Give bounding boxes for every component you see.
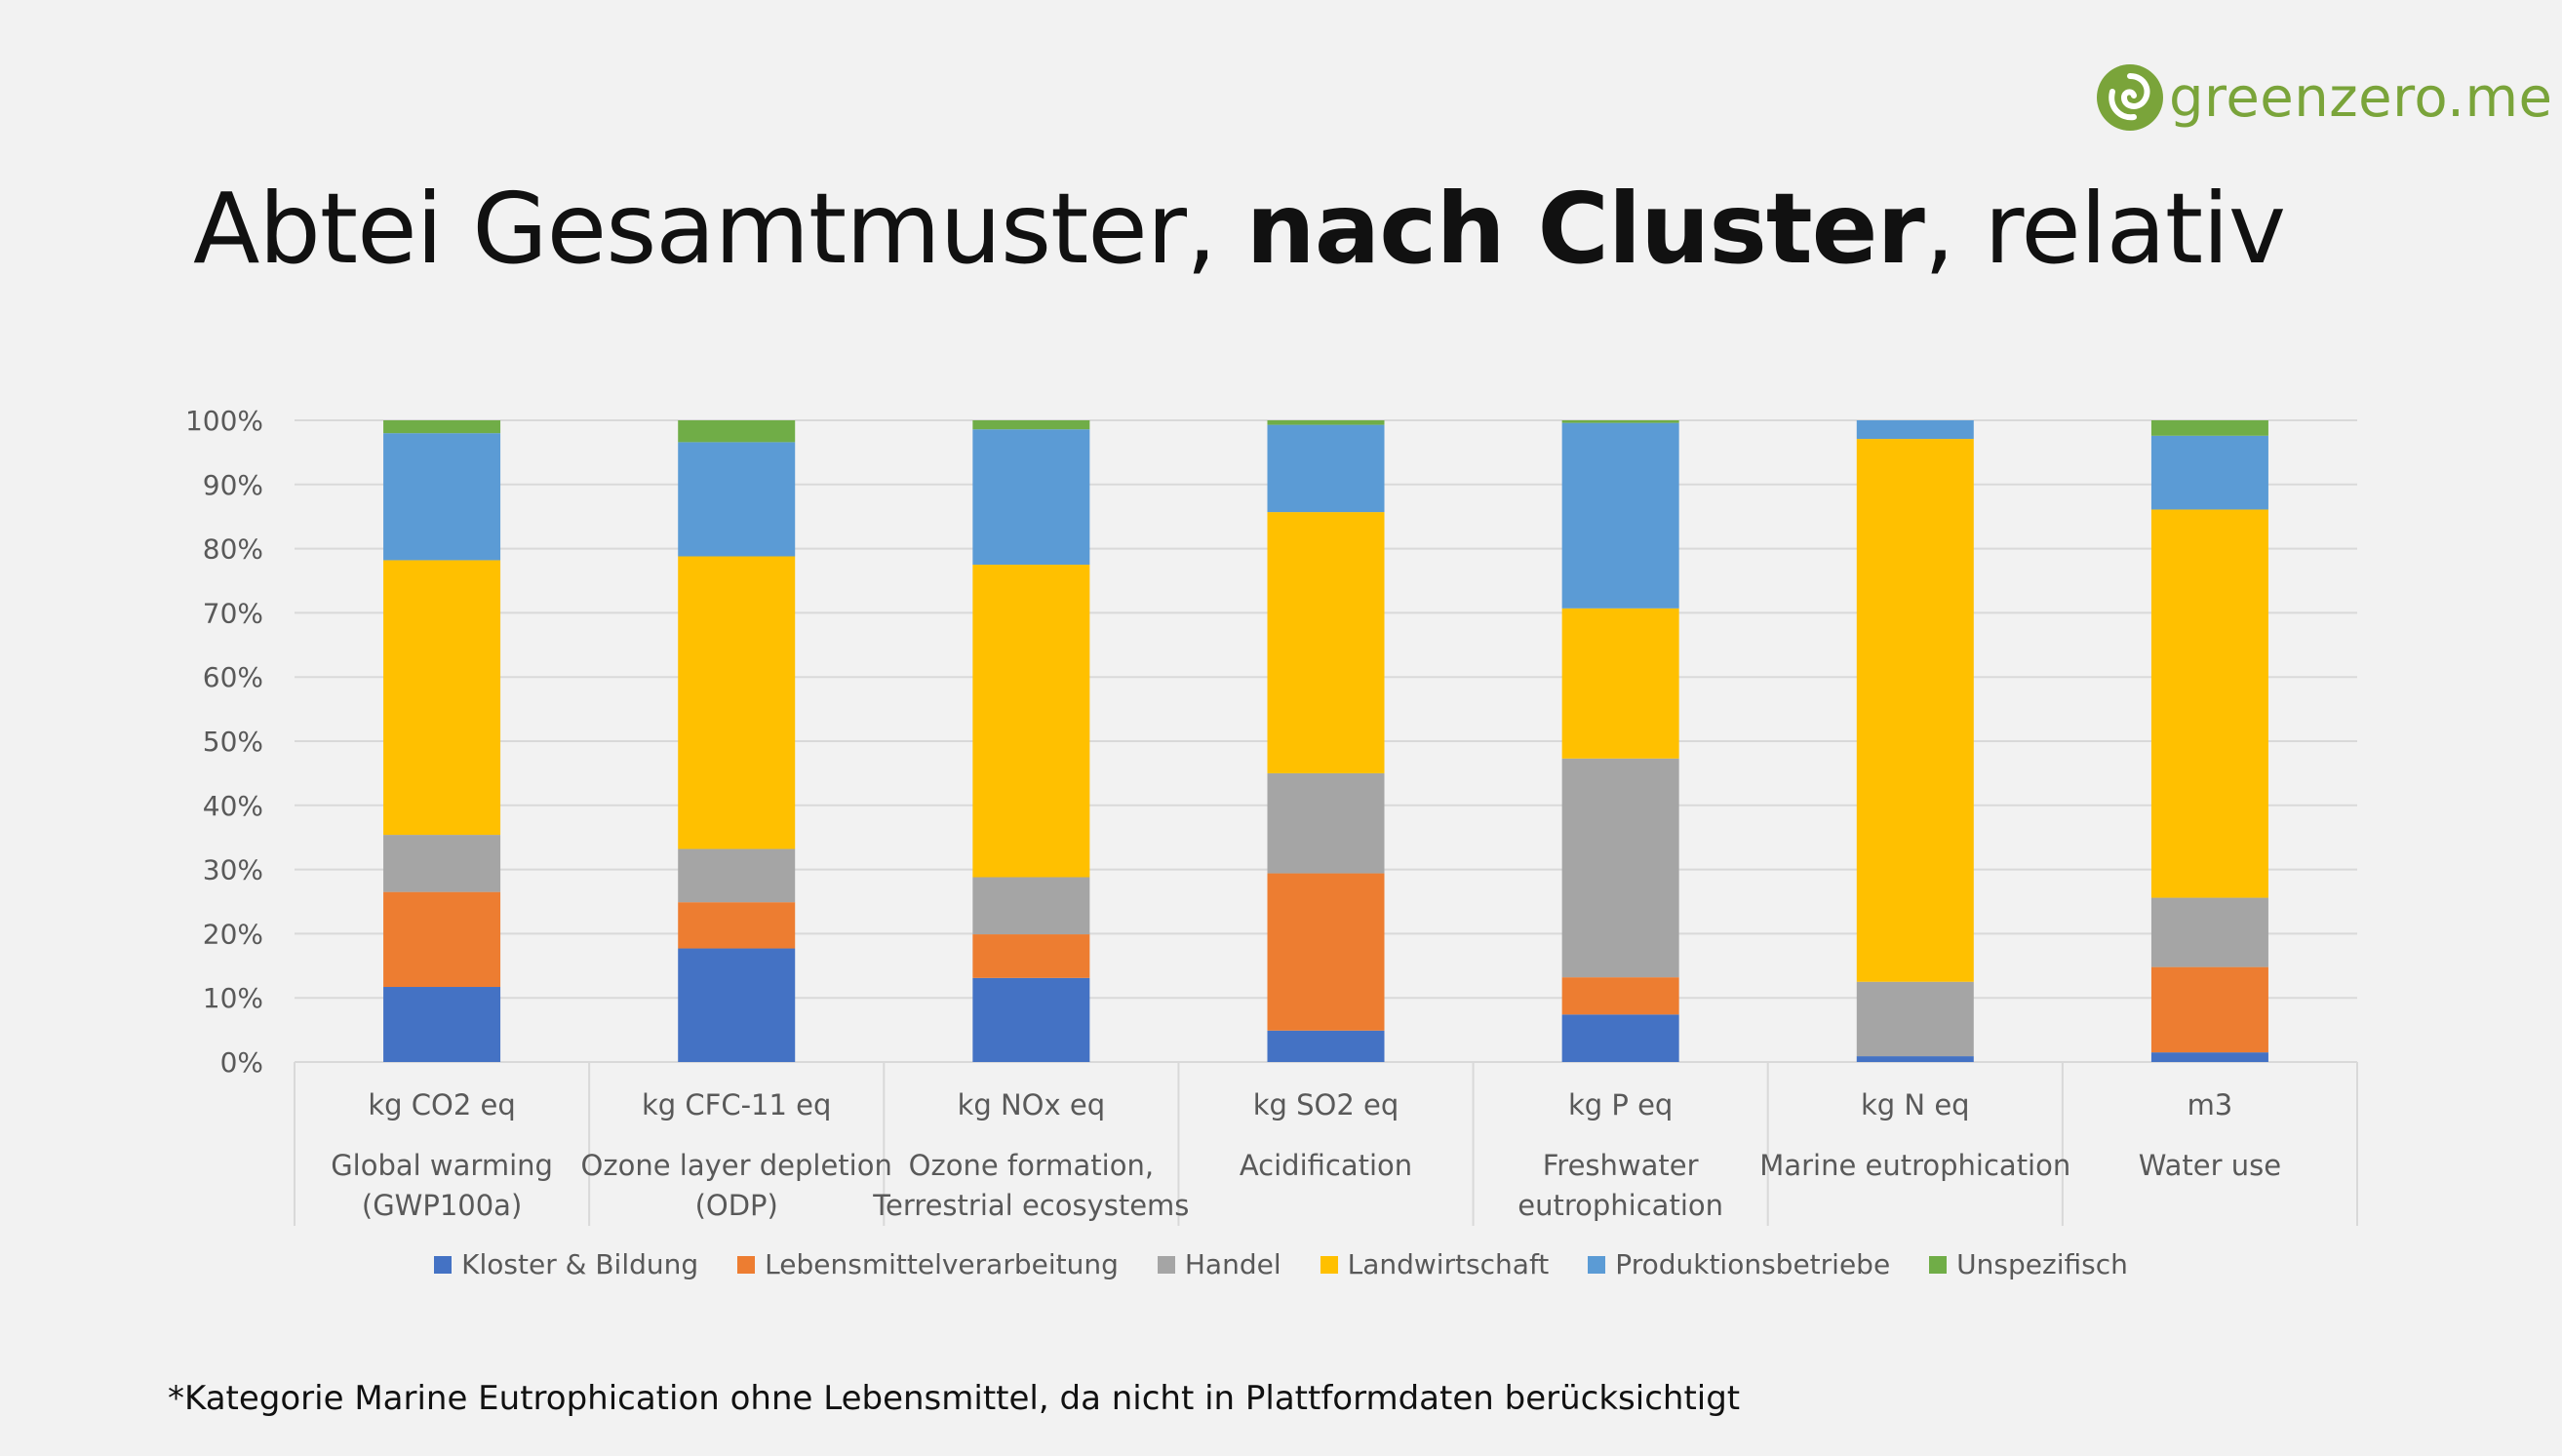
legend-item: Produktionsbetriebe xyxy=(1588,1248,1890,1280)
y-tick-label: 0% xyxy=(220,1046,263,1079)
legend-label: Landwirtschaft xyxy=(1347,1248,1550,1280)
bar-segment xyxy=(1561,758,1679,978)
legend-swatch xyxy=(434,1255,453,1274)
bar-segment xyxy=(1267,772,1385,874)
y-tick-label: 10% xyxy=(203,982,263,1014)
bar-segment xyxy=(1267,420,1385,425)
y-tick-label: 20% xyxy=(203,918,263,950)
bar-segment xyxy=(1856,1056,1974,1062)
bar-segment xyxy=(1267,1030,1385,1062)
bar-segment xyxy=(383,433,501,561)
legend-label: Produktionsbetriebe xyxy=(1615,1248,1891,1280)
bar-segment xyxy=(2150,435,2268,510)
y-tick-label: 30% xyxy=(203,854,263,886)
bar-segment xyxy=(1561,1014,1679,1062)
legend-label: Handel xyxy=(1184,1248,1281,1280)
bar-segment xyxy=(1561,422,1679,609)
bar-segment xyxy=(972,565,1090,878)
bar-segment xyxy=(383,420,501,434)
category-name-label: (ODP) xyxy=(695,1189,778,1222)
bar-segment xyxy=(2150,420,2268,436)
bar-segment xyxy=(972,420,1090,430)
category-name-label: Ozone layer depletion xyxy=(581,1149,892,1182)
bar-segment xyxy=(1561,608,1679,759)
bar-segment xyxy=(1561,420,1679,423)
bar-segment xyxy=(972,429,1090,566)
y-tick-label: 60% xyxy=(203,661,263,693)
page-title: Abtei Gesamtmuster, nach Cluster, relati… xyxy=(193,172,2286,286)
category-unit-label: kg P eq xyxy=(1568,1088,1673,1122)
category-unit-label: kg SO2 eq xyxy=(1253,1088,1399,1122)
category-unit-label: kg CFC-11 eq xyxy=(642,1088,831,1122)
category-unit-label: m3 xyxy=(2188,1088,2233,1122)
legend-swatch xyxy=(1157,1255,1175,1274)
category-name-label: Global warming xyxy=(331,1149,553,1182)
category-unit-label: kg CO2 eq xyxy=(368,1088,515,1122)
y-tick-label: 50% xyxy=(203,726,263,758)
bar-segment xyxy=(972,877,1090,935)
chart-legend: Kloster & Bildung Lebensmittelverarbeitun… xyxy=(0,1248,2562,1280)
title-part2: , relativ xyxy=(1923,172,2286,286)
y-tick-label: 90% xyxy=(203,469,263,501)
bar-segment xyxy=(678,902,796,949)
legend-item: Handel xyxy=(1157,1248,1281,1280)
category-name-label: Acidification xyxy=(1240,1149,1412,1182)
legend-label: Unspezifisch xyxy=(1956,1248,2128,1280)
footnote: *Kategorie Marine Eutrophication ohne Le… xyxy=(168,1379,1741,1418)
bar-segment xyxy=(678,848,796,903)
category-name-label: eutrophication xyxy=(1517,1189,1723,1222)
category-name-label: (GWP100a) xyxy=(362,1189,522,1222)
bar-segment xyxy=(2150,509,2268,898)
bar-segment xyxy=(383,560,501,836)
bar-segment xyxy=(1267,424,1385,513)
bar-segment xyxy=(972,977,1090,1062)
bar-segment xyxy=(1267,512,1385,773)
bar-segment xyxy=(972,934,1090,978)
bar-segment xyxy=(678,948,796,1062)
bar-segment xyxy=(1561,977,1679,1015)
legend-label: Kloster & Bildung xyxy=(461,1248,699,1280)
bar-segment xyxy=(2150,1052,2268,1062)
bar-segment xyxy=(1856,420,1974,440)
y-tick-label: 40% xyxy=(203,790,263,822)
spiral-logo-icon xyxy=(2097,64,2163,131)
bar-segment xyxy=(383,835,501,892)
bar-segment xyxy=(678,556,796,849)
category-name-label: Marine eutrophication xyxy=(1759,1149,2070,1182)
category-unit-label: kg N eq xyxy=(1861,1088,1970,1122)
legend-swatch xyxy=(737,1255,756,1274)
bar-segment xyxy=(383,891,501,988)
legend-item: Lebensmittelverarbeitung xyxy=(737,1248,1119,1280)
y-tick-label: 80% xyxy=(203,533,263,566)
category-unit-label: kg NOx eq xyxy=(958,1088,1106,1122)
bar-segment xyxy=(678,420,796,443)
logo-text: greenzero.me xyxy=(2169,65,2553,130)
bar-segment xyxy=(678,442,796,557)
category-name-label: Terrestrial ecosystems xyxy=(872,1189,1189,1222)
title-bold: nach Cluster xyxy=(1245,172,1925,286)
logo: greenzero.me xyxy=(2095,62,2552,133)
bar-segment xyxy=(2150,897,2268,967)
bar-segment xyxy=(2150,966,2268,1053)
category-name-label: Freshwater xyxy=(1543,1149,1699,1182)
legend-item: Landwirtschaft xyxy=(1320,1248,1550,1280)
category-name-label: Ozone formation, xyxy=(909,1149,1154,1182)
bar-segment xyxy=(1267,873,1385,1031)
y-tick-label: 70% xyxy=(203,597,263,629)
title-part1: Abtei Gesamtmuster, xyxy=(193,172,1246,286)
y-tick-label: 100% xyxy=(185,405,263,437)
category-name-label: Water use xyxy=(2139,1149,2281,1182)
legend-swatch xyxy=(1320,1255,1338,1274)
bar-segment xyxy=(1856,981,1974,1057)
bar-segment xyxy=(383,987,501,1062)
legend-label: Lebensmittelverarbeitung xyxy=(765,1248,1119,1280)
legend-swatch xyxy=(1588,1255,1606,1274)
bar-segment xyxy=(1856,439,1974,982)
legend-item: Unspezifisch xyxy=(1929,1248,2128,1280)
legend-swatch xyxy=(1929,1255,1948,1274)
legend-item: Kloster & Bildung xyxy=(434,1248,698,1280)
